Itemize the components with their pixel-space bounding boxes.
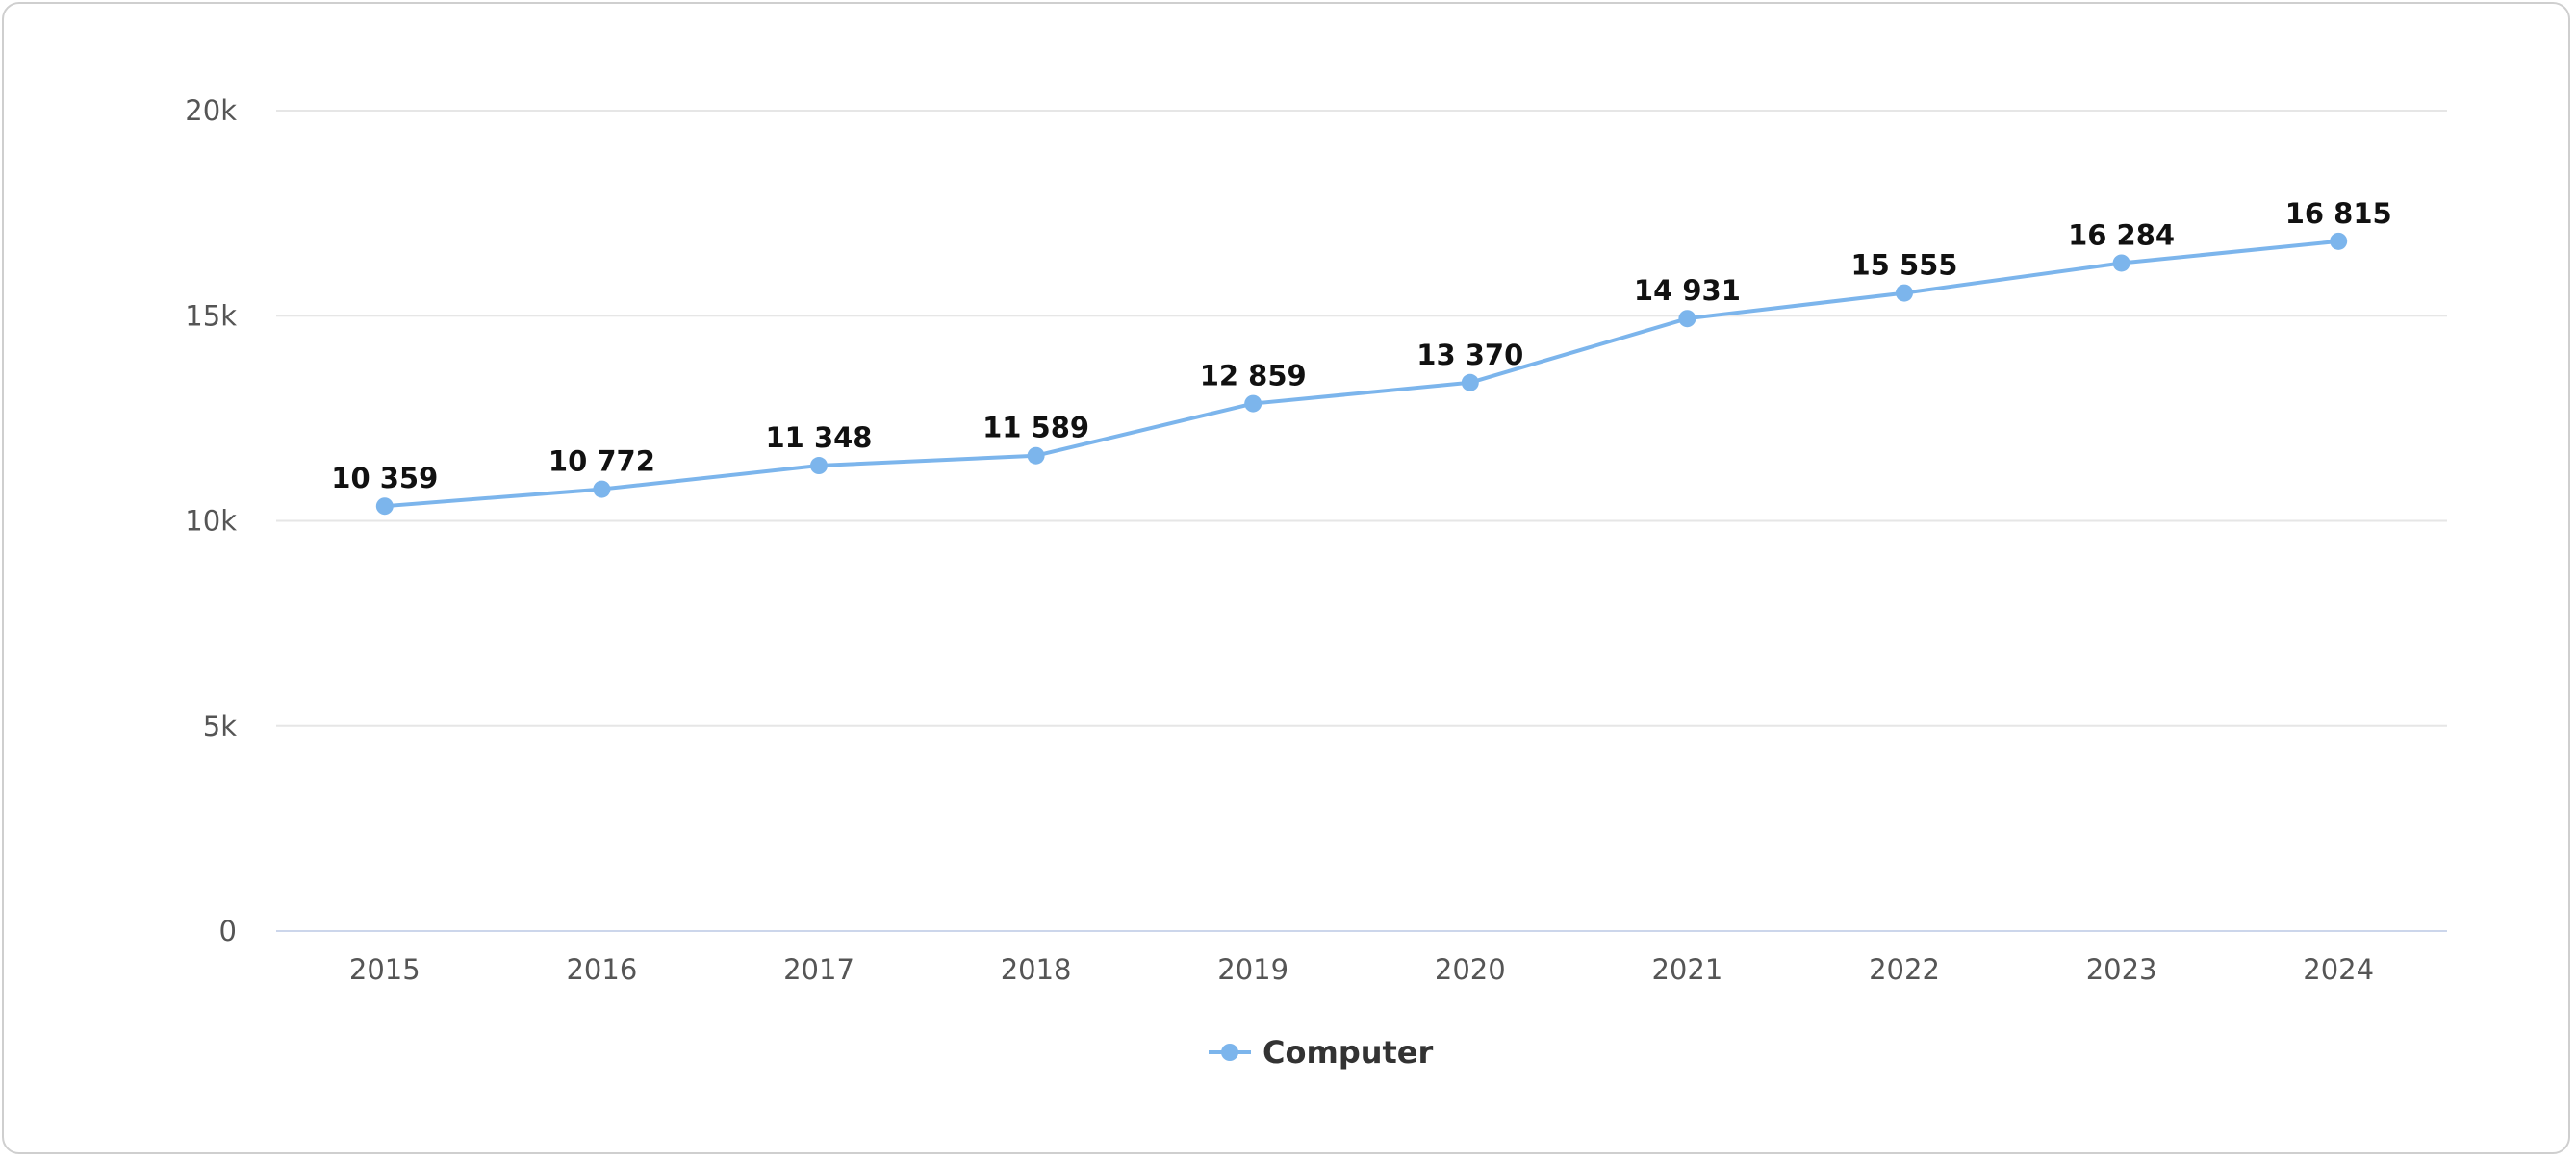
data-label: 13 370 (1416, 339, 1523, 371)
y-tick-label: 15k (185, 299, 237, 332)
x-tick-label: 2022 (1869, 953, 1940, 986)
x-tick-label: 2024 (2303, 953, 2374, 986)
data-point[interactable] (1244, 395, 1262, 413)
label-layer: 10 359 10 772 11 348 11 589 12 859 13 370 14 9… (331, 197, 2391, 494)
data-label: 12 859 (1200, 360, 1307, 392)
data-point[interactable] (1678, 310, 1696, 327)
data-point[interactable] (1462, 374, 1479, 391)
data-point[interactable] (810, 457, 828, 474)
y-tick-label: 20k (185, 94, 237, 127)
data-label: 15 555 (1851, 249, 1958, 282)
data-point[interactable] (1028, 447, 1045, 465)
y-tick-label: 5k (203, 710, 237, 743)
y-tick-label: 0 (219, 915, 237, 947)
data-label: 11 589 (982, 412, 1089, 444)
grid-layer (276, 111, 2447, 726)
y-tick-label: 10k (185, 505, 237, 538)
data-label: 10 772 (548, 445, 655, 478)
data-label: 14 931 (1634, 274, 1741, 307)
x-tick-label: 2016 (566, 953, 637, 986)
data-label: 11 348 (766, 421, 873, 454)
x-tick-label: 2018 (1001, 953, 1072, 986)
legend-marker-icon (1221, 1044, 1238, 1061)
x-tick-label: 2017 (783, 953, 854, 986)
x-tick-label: 2023 (2086, 953, 2157, 986)
data-label: 16 284 (2068, 218, 2175, 251)
x-tick-label: 2015 (349, 953, 421, 986)
x-tick-label: 2019 (1217, 953, 1288, 986)
data-point[interactable] (593, 481, 610, 498)
data-point[interactable] (376, 497, 394, 515)
legend-label-computer[interactable]: Computer (1262, 1034, 1434, 1071)
data-point[interactable] (2113, 254, 2130, 271)
data-label: 16 815 (2285, 197, 2392, 230)
data-label: 10 359 (331, 462, 438, 494)
legend[interactable]: Computer (1209, 1034, 1434, 1071)
x-tick-label: 2020 (1435, 953, 1506, 986)
data-point[interactable] (2330, 233, 2347, 250)
data-point[interactable] (1896, 285, 1913, 302)
series-layer (376, 233, 2347, 515)
series-line-computer (385, 241, 2338, 506)
x-tick-label: 2021 (1651, 953, 1722, 986)
